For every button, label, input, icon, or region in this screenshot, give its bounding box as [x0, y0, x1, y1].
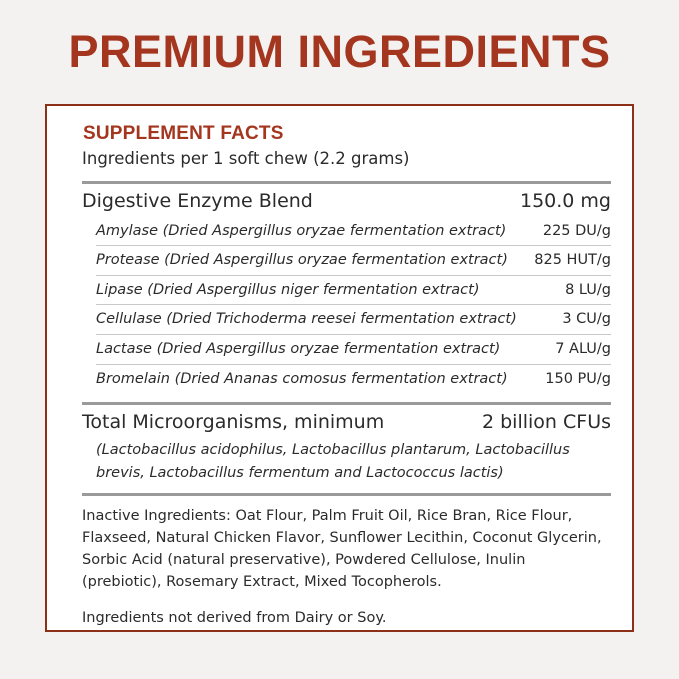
enzyme-label: Cellulase (Dried Trichoderma reesei ferm…	[96, 311, 517, 328]
divider-enzyme-5	[96, 363, 611, 365]
divider-enzyme-4	[96, 334, 611, 335]
enzyme-value: 8 LU/g	[565, 281, 611, 298]
enzyme-row-lipase: Lipase (Dried Aspergillus niger fermenta…	[68, 276, 611, 305]
microorganism-strains: (Lactobacillus acidophilus, Lactobacillu…	[96, 442, 570, 481]
enzyme-value: 825 HUT/g	[534, 252, 611, 269]
enzyme-row-amylase: Amylase (Dried Aspergillus oryzae fermen…	[68, 217, 611, 246]
divider-above-inactive	[82, 493, 611, 497]
supplement-facts-heading: SUPPLEMENT FACTS	[83, 123, 284, 144]
enzyme-row-cellulase: Cellulase (Dried Trichoderma reesei ferm…	[68, 305, 611, 334]
blend-row: Digestive Enzyme Blend 150.0 mg	[68, 184, 611, 217]
enzyme-value: 7 ALU/g	[555, 341, 611, 357]
microorganisms-value: 2 billion CFUs	[481, 411, 611, 434]
microorganisms-row: Total Microorganisms, minimum 2 billion …	[68, 405, 611, 438]
enzyme-value: 225 DU/g	[542, 222, 611, 239]
blend-value: 150.0 mg	[519, 189, 611, 212]
enzyme-label: Bromelain (Dried Ananas comosus fermenta…	[96, 370, 508, 387]
divider-above-blend	[82, 180, 611, 184]
enzyme-row-lactase: Lactase (Dried Aspergillus oryzae fermen…	[68, 335, 611, 364]
enzyme-label: Protease (Dried Aspergillus oryzae ferme…	[96, 252, 508, 269]
enzyme-value: 3 CU/g	[562, 311, 611, 328]
microorganisms-label: Total Microorganisms, minimum	[82, 411, 385, 434]
divider-above-microorganisms	[82, 402, 611, 406]
divider-enzyme-3	[96, 304, 611, 306]
allergen-note-text: Ingredients not derived from Dairy or So…	[82, 610, 387, 627]
enzyme-value: 150 PU/g	[545, 370, 611, 387]
enzyme-label: Lipase (Dried Aspergillus niger fermenta…	[96, 281, 480, 298]
supplement-facts-panel: SUPPLEMENT FACTS Ingredients per 1 soft …	[45, 104, 634, 632]
footer-block: Inactive Ingredients: Oat Flour, Palm Fr…	[82, 505, 611, 629]
enzyme-row-bromelain: Bromelain (Dried Ananas comosus fermenta…	[68, 365, 611, 394]
divider-enzyme-2	[96, 274, 611, 276]
blend-label: Digestive Enzyme Blend	[82, 189, 313, 212]
enzyme-label: Amylase (Dried Aspergillus oryzae fermen…	[96, 222, 507, 239]
enzyme-row-protease: Protease (Dried Aspergillus oryzae ferme…	[68, 246, 611, 275]
divider-enzyme-1	[96, 245, 611, 247]
inactive-ingredients-text: Inactive Ingredients: Oat Flour, Palm Fr…	[82, 508, 602, 591]
enzyme-label: Lactase (Dried Aspergillus oryzae fermen…	[96, 341, 501, 357]
serving-size-line: Ingredients per 1 soft chew (2.2 grams)	[82, 149, 410, 168]
page-title: PREMIUM INGREDIENTS	[68, 26, 611, 77]
